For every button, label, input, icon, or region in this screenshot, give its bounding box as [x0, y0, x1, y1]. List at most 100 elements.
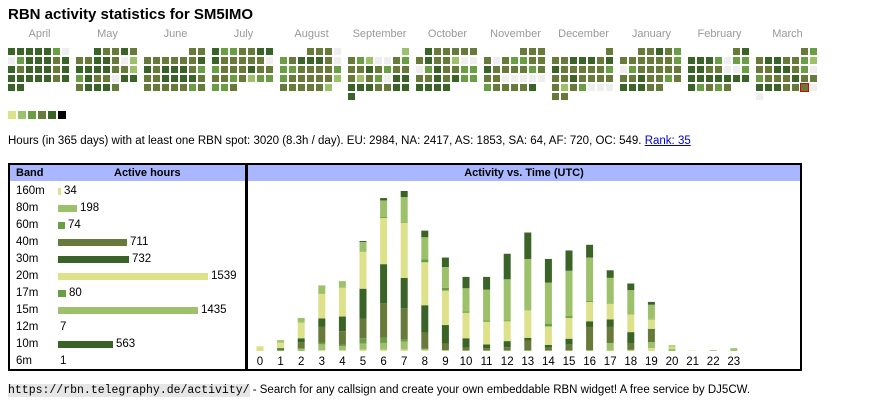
heatmap-cell: [484, 84, 491, 91]
x-tick-label: 8: [422, 356, 428, 368]
bar-segment-30m: [647, 328, 655, 330]
heatmap-cell: [756, 57, 763, 64]
x-tick-label: 7: [401, 356, 407, 368]
band-row: 60m 74: [10, 217, 245, 234]
x-tick-label: 14: [542, 356, 555, 368]
month-labels: April May June July August September October No…: [0, 28, 870, 42]
heatmap-cell: [470, 48, 477, 55]
band-bar: [58, 188, 61, 195]
heatmap-cell: [375, 75, 382, 82]
heatmap-cell: [189, 57, 196, 64]
heatmap-cell: [85, 84, 92, 91]
bar-segment-17m: [462, 311, 470, 313]
heatmap-cell: [570, 57, 577, 64]
heatmap-cell: [434, 75, 441, 82]
bar-segment-20m: [338, 287, 346, 317]
heatmap-cell: [357, 84, 364, 91]
heatmap-cell: [443, 84, 450, 91]
heatmap-cell: [94, 57, 101, 64]
heatmap-cell: [289, 66, 296, 73]
heatmap-cell: [638, 84, 645, 91]
bar-segment-30m: [441, 325, 449, 344]
band-bar: [58, 222, 65, 229]
heatmap-cell: [452, 66, 459, 73]
heatmap-cell: [647, 75, 654, 82]
heatmap-cell: [765, 84, 772, 91]
band-row: 40m 711: [10, 234, 245, 251]
bar-segment-30m: [483, 344, 491, 349]
bar-segment-40m: [586, 326, 594, 351]
heatmap-cell: [665, 75, 672, 82]
band-name: 17m: [16, 287, 39, 299]
heatmap-cell: [121, 66, 128, 73]
bar-segment-60m: [380, 337, 388, 343]
x-tick-label: 23: [727, 356, 740, 368]
heatmap-cell: [53, 66, 60, 73]
bar-segment-60m: [297, 348, 305, 350]
bar-segment-30m: [277, 348, 285, 350]
bar-segment-80m: [338, 346, 346, 351]
heatmap-cell: [484, 75, 491, 82]
bar-segment-20m: [647, 319, 655, 329]
bar-segment-15m: [606, 277, 614, 304]
band-name: 20m: [16, 270, 39, 282]
footer-url[interactable]: https://rbn.telegraphy.de/activity/: [8, 384, 250, 397]
bar-segment-17m: [565, 316, 573, 318]
heatmap-cell: [461, 57, 468, 64]
heatmap-cell: [298, 75, 305, 82]
heatmap-cell: [765, 75, 772, 82]
heatmap-cell: [8, 66, 15, 73]
band-row: 80m 198: [10, 200, 245, 217]
month-label: April: [28, 28, 51, 40]
heatmap-cell: [597, 75, 604, 82]
heatmap-cell: [384, 57, 391, 64]
heatmap-cell: [62, 66, 69, 73]
heatmap-cell: [212, 75, 219, 82]
heatmap-cell: [529, 57, 536, 64]
bar-segment-20m: [565, 317, 573, 339]
bar-segment-160m: [421, 350, 429, 351]
heatmap-cell: [266, 75, 273, 82]
heatmap-cell: [171, 75, 178, 82]
heatmap-cell: [688, 66, 695, 73]
bar-segment-40m: [338, 331, 346, 345]
bar-segment-15m: [483, 289, 491, 321]
heatmap-cell: [647, 84, 654, 91]
heatmap-cell: [44, 57, 51, 64]
bar-segment-20m: [359, 251, 367, 289]
bar-segment-15m: [503, 279, 511, 321]
bar-segment-17m: [586, 300, 594, 302]
band-row: 30m 732: [10, 251, 245, 268]
bar-segment-30m: [503, 341, 511, 348]
heatmap-cell: [452, 48, 459, 55]
band-hours: 563: [116, 338, 136, 350]
heatmap-cell: [35, 57, 42, 64]
heatmap-cell: [579, 57, 586, 64]
bar-segment-20m: [441, 290, 449, 326]
heatmap-cell: [561, 93, 568, 100]
bar-segment-17m: [421, 259, 429, 263]
heatmap-cell: [171, 84, 178, 91]
heatmap-cell: [520, 48, 527, 55]
band-bar: [58, 341, 113, 348]
heatmap-cell: [230, 84, 237, 91]
heatmap-cell: [638, 48, 645, 55]
bar-segment-80m: [400, 341, 408, 350]
heatmap-cell: [697, 84, 704, 91]
band-hours: 198: [80, 202, 100, 214]
heatmap-cell: [221, 66, 228, 73]
band-hours: 7: [60, 321, 67, 333]
heatmap-cell: [316, 66, 323, 73]
heatmap-cell: [198, 48, 205, 55]
heatmap-cell: [425, 66, 432, 73]
month-label: March: [772, 28, 803, 40]
rank-link[interactable]: Rank: 35: [644, 135, 691, 147]
heatmap-cell: [180, 84, 187, 91]
bar-segment-15m: [318, 285, 326, 294]
band-name: 160m: [16, 185, 45, 197]
bar-segment-15m: [421, 237, 429, 260]
heatmap-cell: [212, 57, 219, 64]
heatmap-cell: [289, 84, 296, 91]
bar-segment-17m: [483, 320, 491, 322]
heatmap-cell: [393, 57, 400, 64]
